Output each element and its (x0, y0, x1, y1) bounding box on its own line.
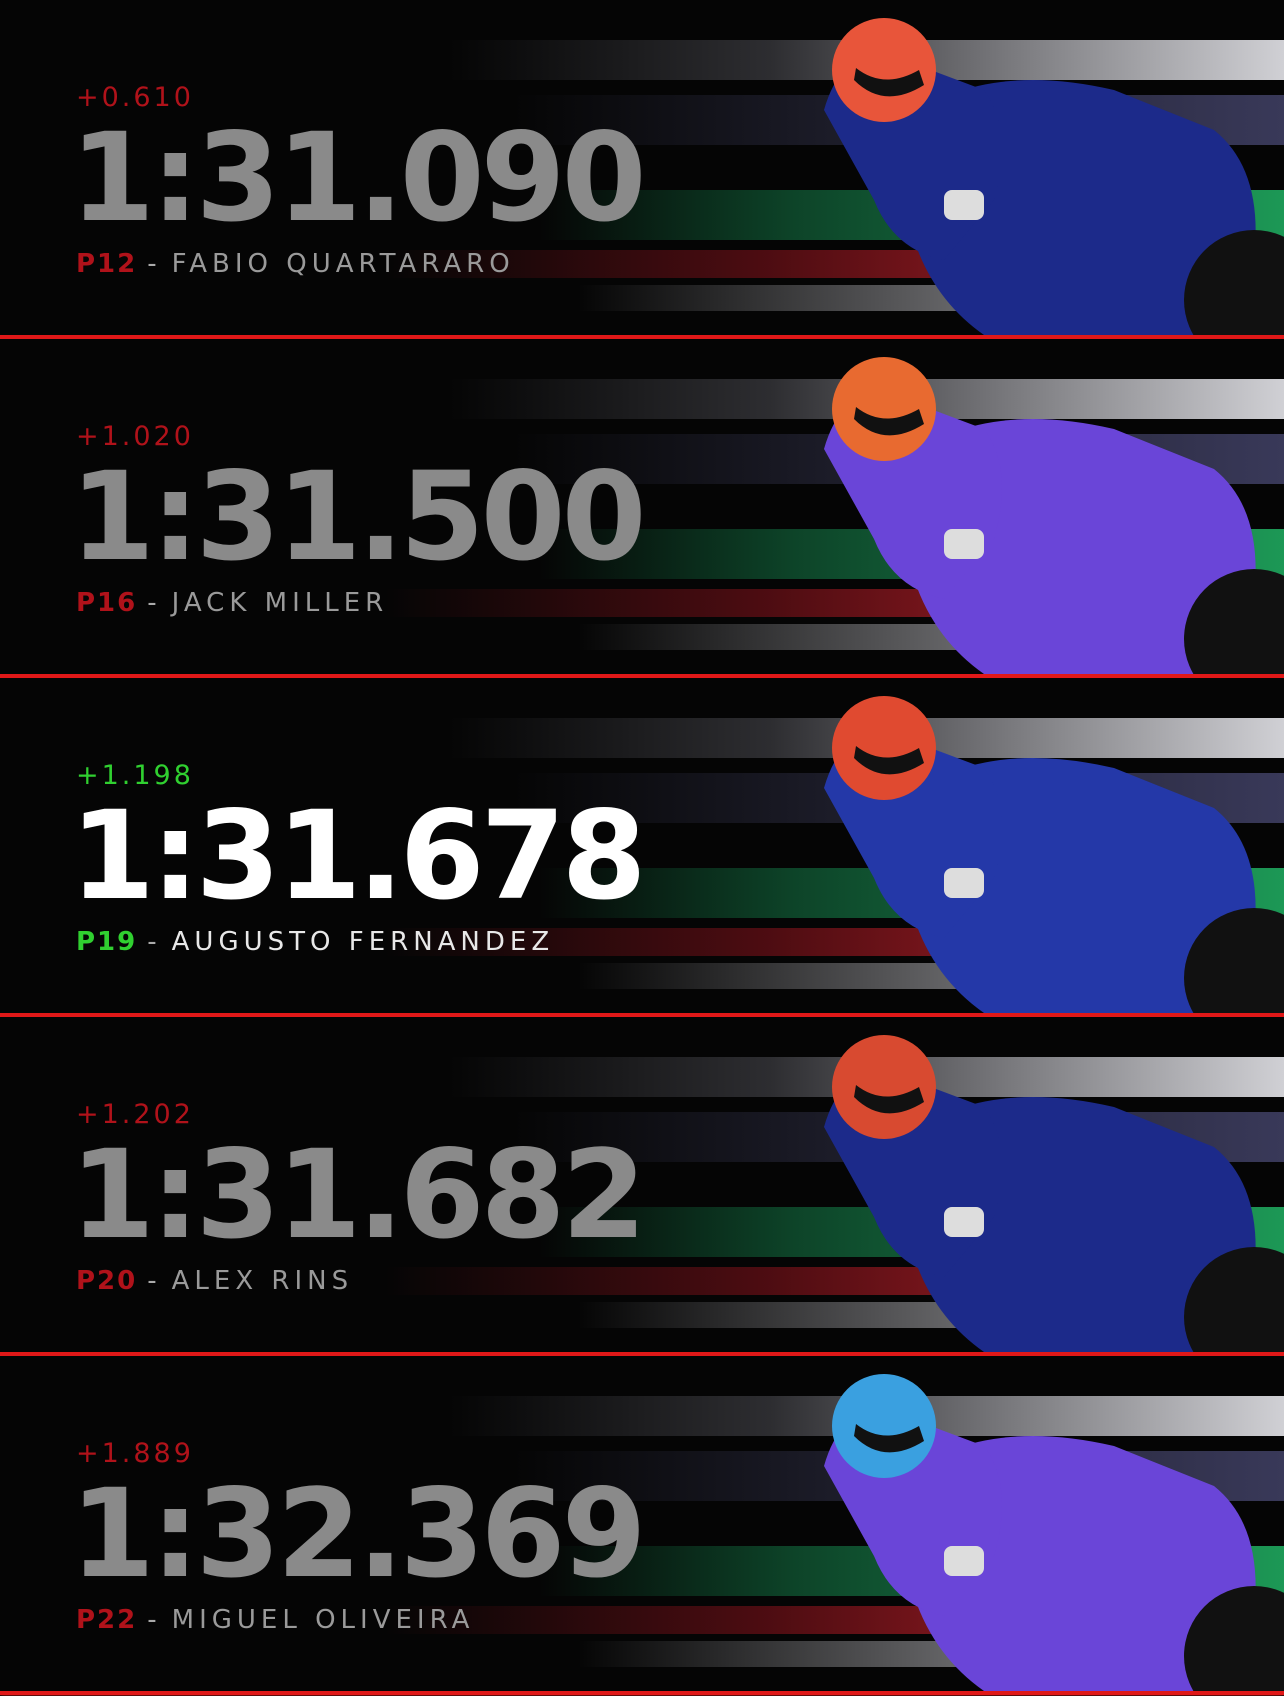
lap-time: 1:31.500 (70, 446, 646, 588)
position: P19 (76, 927, 138, 957)
gap-to-leader: +1.020 (76, 421, 194, 452)
lap-time: 1:31.090 (70, 107, 646, 249)
divider (0, 1691, 1284, 1695)
rider-name: FABIO QUARTARARO (171, 249, 515, 279)
lap-time-card: +1.889 1:32.369 P22- MIGUEL OLIVEIRA (0, 1356, 1284, 1691)
rider-label: P22- MIGUEL OLIVEIRA (76, 1605, 642, 1635)
separator: - (147, 927, 162, 957)
rider-label: P20- ALEX RINS (76, 1266, 642, 1296)
rider-label: P19- AUGUSTO FERNANDEZ (76, 927, 642, 957)
lap-time-card: +1.202 1:31.682 P20- ALEX RINS (0, 1017, 1284, 1352)
divider (0, 1352, 1284, 1356)
rider-motorcycle-image (824, 357, 1284, 674)
position: P16 (76, 588, 138, 618)
lap-time: 1:32.369 (70, 1463, 646, 1605)
separator: - (147, 249, 162, 279)
lap-time: 1:31.678 (70, 785, 646, 927)
gap-to-leader: +1.202 (76, 1099, 194, 1130)
position: P22 (76, 1605, 138, 1635)
separator: - (147, 588, 162, 618)
position: P12 (76, 249, 138, 279)
rider-label: P12- FABIO QUARTARARO (76, 249, 642, 279)
divider (0, 674, 1284, 678)
position: P20 (76, 1266, 138, 1296)
rider-motorcycle-image (824, 1374, 1284, 1691)
rider-motorcycle-image (824, 696, 1284, 1013)
lap-time-card: +1.198 1:31.678 P19- AUGUSTO FERNANDEZ (0, 678, 1284, 1013)
separator: - (147, 1266, 162, 1296)
lap-time: 1:31.682 (70, 1124, 646, 1266)
gap-to-leader: +0.610 (76, 82, 194, 113)
separator: - (147, 1605, 162, 1635)
gap-to-leader: +1.889 (76, 1438, 194, 1469)
lap-time-card: +1.020 1:31.500 P16- JACK MILLER (0, 339, 1284, 674)
rider-label: P16- JACK MILLER (76, 588, 642, 618)
rider-name: AUGUSTO FERNANDEZ (171, 927, 555, 957)
rider-motorcycle-image (824, 18, 1284, 335)
rider-name: JACK MILLER (171, 588, 389, 618)
rider-motorcycle-image (824, 1035, 1284, 1352)
divider (0, 1013, 1284, 1017)
lap-time-card: +0.610 1:31.090 P12- FABIO QUARTARARO (0, 0, 1284, 335)
rider-name: MIGUEL OLIVEIRA (171, 1605, 475, 1635)
divider (0, 335, 1284, 339)
rider-name: ALEX RINS (171, 1266, 354, 1296)
gap-to-leader: +1.198 (76, 760, 194, 791)
